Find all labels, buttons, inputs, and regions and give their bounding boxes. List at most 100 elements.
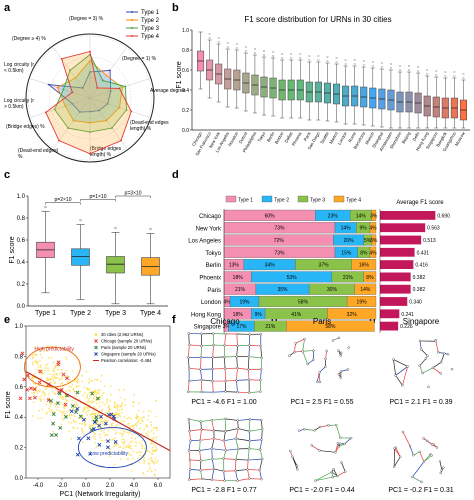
boxplot-b-outlier bbox=[281, 53, 284, 55]
boxplot-b-outlier bbox=[353, 59, 356, 61]
stacked-segment-label: 32% bbox=[347, 312, 358, 318]
scatter-point-cities bbox=[138, 451, 140, 453]
scatter-point-cities bbox=[100, 408, 103, 411]
network-node bbox=[248, 477, 251, 480]
network-node bbox=[223, 344, 226, 347]
scatter-point-cities bbox=[135, 425, 138, 427]
network-node bbox=[288, 354, 291, 357]
scatter-point-cities bbox=[39, 364, 42, 367]
network-edge bbox=[200, 421, 202, 430]
scatter-point-cities bbox=[39, 353, 42, 356]
scatter-point-cities bbox=[31, 391, 33, 394]
scatter-point-cities bbox=[33, 391, 36, 394]
network-edge bbox=[187, 381, 190, 392]
radar-point bbox=[78, 111, 81, 113]
stacked-segment bbox=[369, 222, 377, 234]
avg-f1-value: 0.382 bbox=[413, 287, 426, 293]
network-edge bbox=[439, 461, 443, 471]
network-node bbox=[188, 429, 191, 433]
stacked-segment-label: 14% bbox=[360, 287, 371, 293]
radar-legend-label: Type 3 bbox=[141, 26, 160, 32]
scatter-point-cities bbox=[115, 407, 118, 410]
network-edge bbox=[393, 359, 397, 376]
radar-point bbox=[71, 91, 74, 94]
scatter-point-cities bbox=[73, 380, 76, 383]
network-node bbox=[235, 379, 238, 382]
network-edge bbox=[249, 428, 263, 432]
scatter-point-cities bbox=[89, 400, 91, 403]
radar-point bbox=[130, 110, 133, 113]
network-node bbox=[418, 450, 421, 454]
network-edge bbox=[199, 448, 212, 451]
radar-axis-label: (Bridge edges) % bbox=[6, 124, 45, 130]
scatter-point-sample bbox=[22, 377, 27, 382]
boxplot-b-outlier bbox=[290, 57, 293, 59]
boxplot-c-box bbox=[106, 256, 125, 274]
network-node bbox=[189, 439, 192, 442]
boxplot-b-outlier bbox=[208, 37, 211, 39]
network-node bbox=[336, 474, 339, 478]
radar-point bbox=[118, 87, 121, 90]
scatter-point-cities bbox=[54, 392, 57, 395]
scatter-point-cities bbox=[72, 388, 75, 391]
scatter-point-cities bbox=[145, 424, 148, 426]
boxplot-b-outlier bbox=[326, 56, 329, 58]
scatter-point-cities bbox=[39, 389, 41, 392]
scatter-point-cities bbox=[129, 441, 132, 444]
scatter-point-sample bbox=[51, 412, 56, 417]
scatter-point-cities bbox=[35, 353, 38, 356]
scatter-point-cities bbox=[146, 425, 149, 428]
network-edge bbox=[341, 462, 346, 472]
network-node bbox=[412, 453, 415, 457]
scatter-point-sample bbox=[99, 414, 103, 419]
radar-point bbox=[89, 121, 91, 124]
scatter-point-cities bbox=[81, 429, 83, 432]
stacked-legend-swatch bbox=[225, 195, 237, 203]
network-node bbox=[325, 349, 328, 353]
stacked-segment-label: 8% bbox=[360, 250, 368, 256]
network-edge bbox=[248, 369, 250, 380]
panel-letter-g: g bbox=[271, 314, 278, 326]
scatter-point-cities bbox=[34, 346, 37, 349]
scatter-point-cities bbox=[150, 429, 153, 432]
scatter-point-cities bbox=[129, 425, 132, 428]
scatter-point-cities bbox=[155, 436, 158, 438]
boxplot-c-ytick-label: 1.0 bbox=[17, 194, 26, 200]
scatter-point-cities bbox=[48, 392, 50, 395]
stacked-segment-label: 19% bbox=[357, 299, 368, 305]
radar-point bbox=[53, 108, 56, 111]
boxplot-b-category: Beijing bbox=[401, 130, 412, 144]
radar-axis-label-line: length) % bbox=[90, 152, 112, 158]
network-edge bbox=[200, 468, 214, 471]
network-node bbox=[199, 420, 202, 423]
scatter-point-cities bbox=[44, 393, 47, 395]
stacked-segment-label: 3% bbox=[370, 213, 378, 219]
scatter-high-label: High predictability bbox=[34, 346, 74, 352]
boxplot-b-outlier bbox=[371, 65, 374, 67]
scatter-point-cities bbox=[92, 424, 95, 427]
scatter-point-cities bbox=[143, 459, 145, 462]
scatter-point-cities bbox=[153, 460, 156, 463]
boxplot-b-outlier bbox=[389, 63, 392, 65]
avg-f1-value: 0.690 bbox=[437, 213, 450, 219]
scatter-point-cities bbox=[108, 410, 110, 413]
scatter-point-cities bbox=[125, 445, 128, 448]
scatter-point-cities bbox=[65, 399, 68, 402]
network-edge bbox=[213, 391, 226, 393]
network-node bbox=[246, 468, 249, 471]
network-node bbox=[200, 428, 203, 431]
network-edge bbox=[319, 366, 326, 373]
network-node bbox=[261, 457, 264, 461]
scatter-point-cities bbox=[103, 403, 106, 406]
stacked-segment bbox=[354, 283, 377, 295]
radar-point bbox=[121, 86, 124, 89]
panel-letter-e: e bbox=[4, 314, 10, 326]
scatter-point-cities bbox=[56, 376, 58, 379]
scatter-point-cities bbox=[53, 402, 56, 405]
boxplot-b-outlier bbox=[226, 42, 229, 44]
stacked-segment-label: 19% bbox=[240, 299, 251, 305]
scatter-point-cities bbox=[90, 424, 93, 427]
network-node bbox=[418, 364, 421, 368]
scatter-point-cities bbox=[72, 407, 75, 410]
